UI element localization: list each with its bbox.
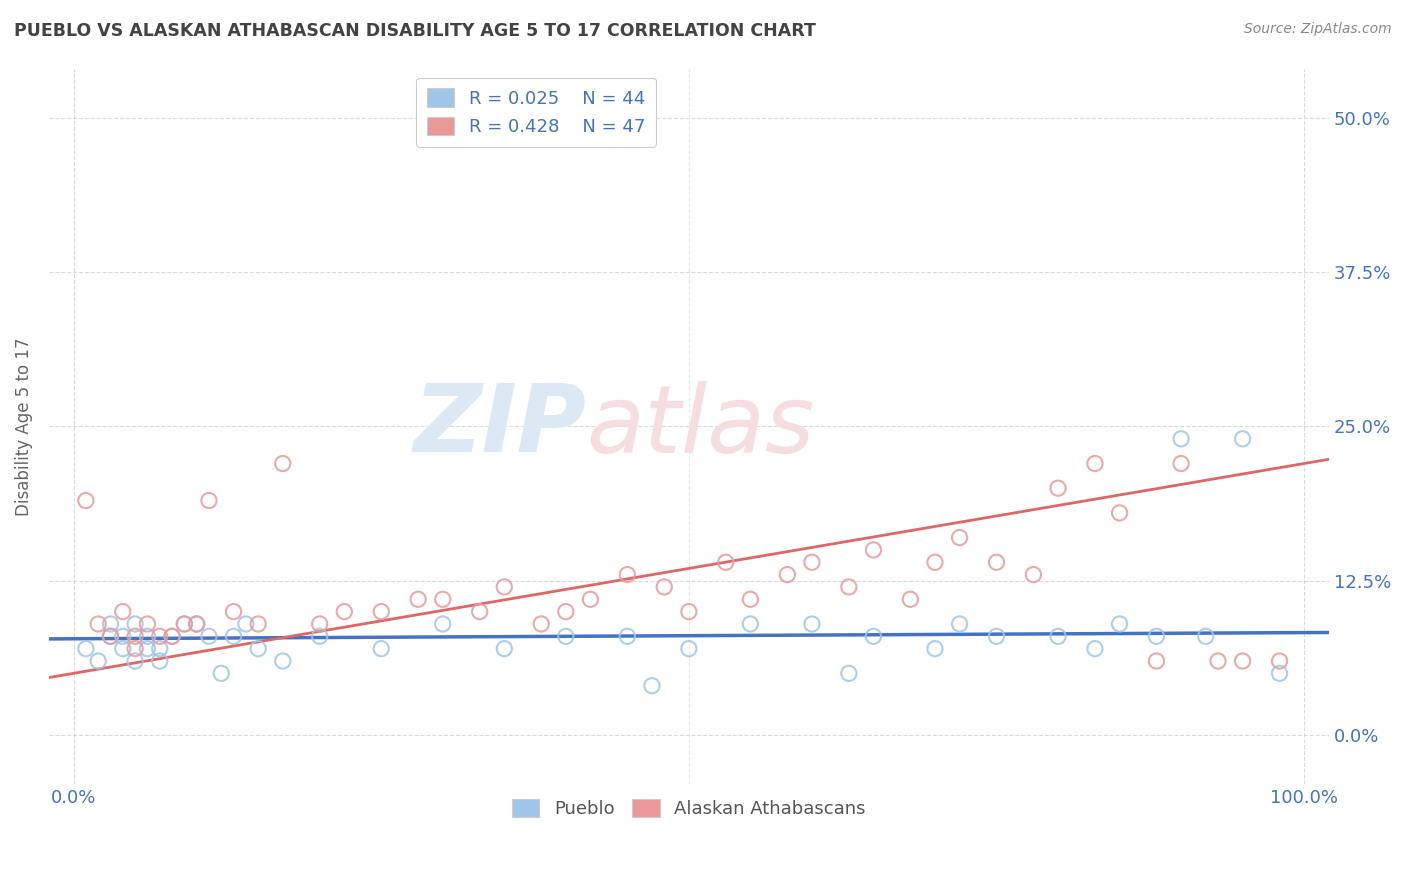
Point: [271, 654, 294, 668]
Point: [100, 629, 122, 643]
Point: [432, 617, 454, 632]
Point: [1206, 654, 1229, 668]
Point: [898, 592, 921, 607]
Point: [948, 531, 970, 545]
Point: [838, 666, 860, 681]
Point: [333, 605, 356, 619]
Point: [370, 641, 392, 656]
Point: [740, 592, 762, 607]
Point: [87, 617, 110, 632]
Point: [209, 666, 232, 681]
Point: [1268, 654, 1291, 668]
Point: [1047, 481, 1070, 495]
Point: [800, 617, 823, 632]
Point: [370, 605, 392, 619]
Point: [75, 641, 97, 656]
Point: [432, 592, 454, 607]
Point: [149, 641, 172, 656]
Point: [579, 592, 602, 607]
Point: [494, 580, 516, 594]
Point: [124, 629, 146, 643]
Point: [308, 629, 330, 643]
Point: [75, 493, 97, 508]
Point: [678, 605, 700, 619]
Point: [1084, 457, 1107, 471]
Point: [308, 617, 330, 632]
Text: Source: ZipAtlas.com: Source: ZipAtlas.com: [1244, 22, 1392, 37]
Point: [222, 629, 245, 643]
Point: [862, 629, 884, 643]
Point: [652, 580, 675, 594]
Point: [271, 457, 294, 471]
Point: [740, 617, 762, 632]
Point: [173, 617, 195, 632]
Point: [494, 641, 516, 656]
Point: [173, 617, 195, 632]
Point: [986, 629, 1008, 643]
Point: [1108, 506, 1130, 520]
Point: [124, 617, 146, 632]
Point: [1170, 432, 1192, 446]
Point: [554, 605, 576, 619]
Point: [1170, 457, 1192, 471]
Point: [986, 555, 1008, 569]
Point: [186, 617, 208, 632]
Point: [111, 629, 134, 643]
Point: [616, 629, 638, 643]
Point: [124, 654, 146, 668]
Point: [186, 617, 208, 632]
Point: [1268, 666, 1291, 681]
Point: [111, 641, 134, 656]
Point: [100, 617, 122, 632]
Point: [198, 629, 221, 643]
Point: [838, 580, 860, 594]
Point: [406, 592, 429, 607]
Point: [678, 641, 700, 656]
Point: [100, 629, 122, 643]
Point: [616, 567, 638, 582]
Point: [554, 629, 576, 643]
Point: [1232, 432, 1254, 446]
Point: [87, 654, 110, 668]
Legend: Pueblo, Alaskan Athabascans: Pueblo, Alaskan Athabascans: [505, 792, 873, 825]
Point: [1232, 654, 1254, 668]
Point: [714, 555, 737, 569]
Point: [776, 567, 799, 582]
Point: [800, 555, 823, 569]
Point: [124, 641, 146, 656]
Point: [924, 555, 946, 569]
Point: [468, 605, 491, 619]
Point: [862, 542, 884, 557]
Point: [924, 641, 946, 656]
Point: [1084, 641, 1107, 656]
Point: [160, 629, 183, 643]
Point: [1022, 567, 1045, 582]
Point: [198, 493, 221, 508]
Point: [1146, 629, 1168, 643]
Point: [1047, 629, 1070, 643]
Point: [222, 605, 245, 619]
Point: [948, 617, 970, 632]
Point: [149, 629, 172, 643]
Point: [111, 605, 134, 619]
Text: ZIP: ZIP: [413, 381, 586, 473]
Point: [160, 629, 183, 643]
Point: [641, 679, 664, 693]
Point: [247, 617, 270, 632]
Text: atlas: atlas: [586, 381, 814, 472]
Point: [247, 641, 270, 656]
Point: [1195, 629, 1218, 643]
Point: [1108, 617, 1130, 632]
Point: [136, 641, 159, 656]
Point: [149, 654, 172, 668]
Point: [235, 617, 257, 632]
Y-axis label: Disability Age 5 to 17: Disability Age 5 to 17: [15, 337, 32, 516]
Point: [1146, 654, 1168, 668]
Point: [136, 629, 159, 643]
Text: PUEBLO VS ALASKAN ATHABASCAN DISABILITY AGE 5 TO 17 CORRELATION CHART: PUEBLO VS ALASKAN ATHABASCAN DISABILITY …: [14, 22, 815, 40]
Point: [530, 617, 553, 632]
Point: [136, 617, 159, 632]
